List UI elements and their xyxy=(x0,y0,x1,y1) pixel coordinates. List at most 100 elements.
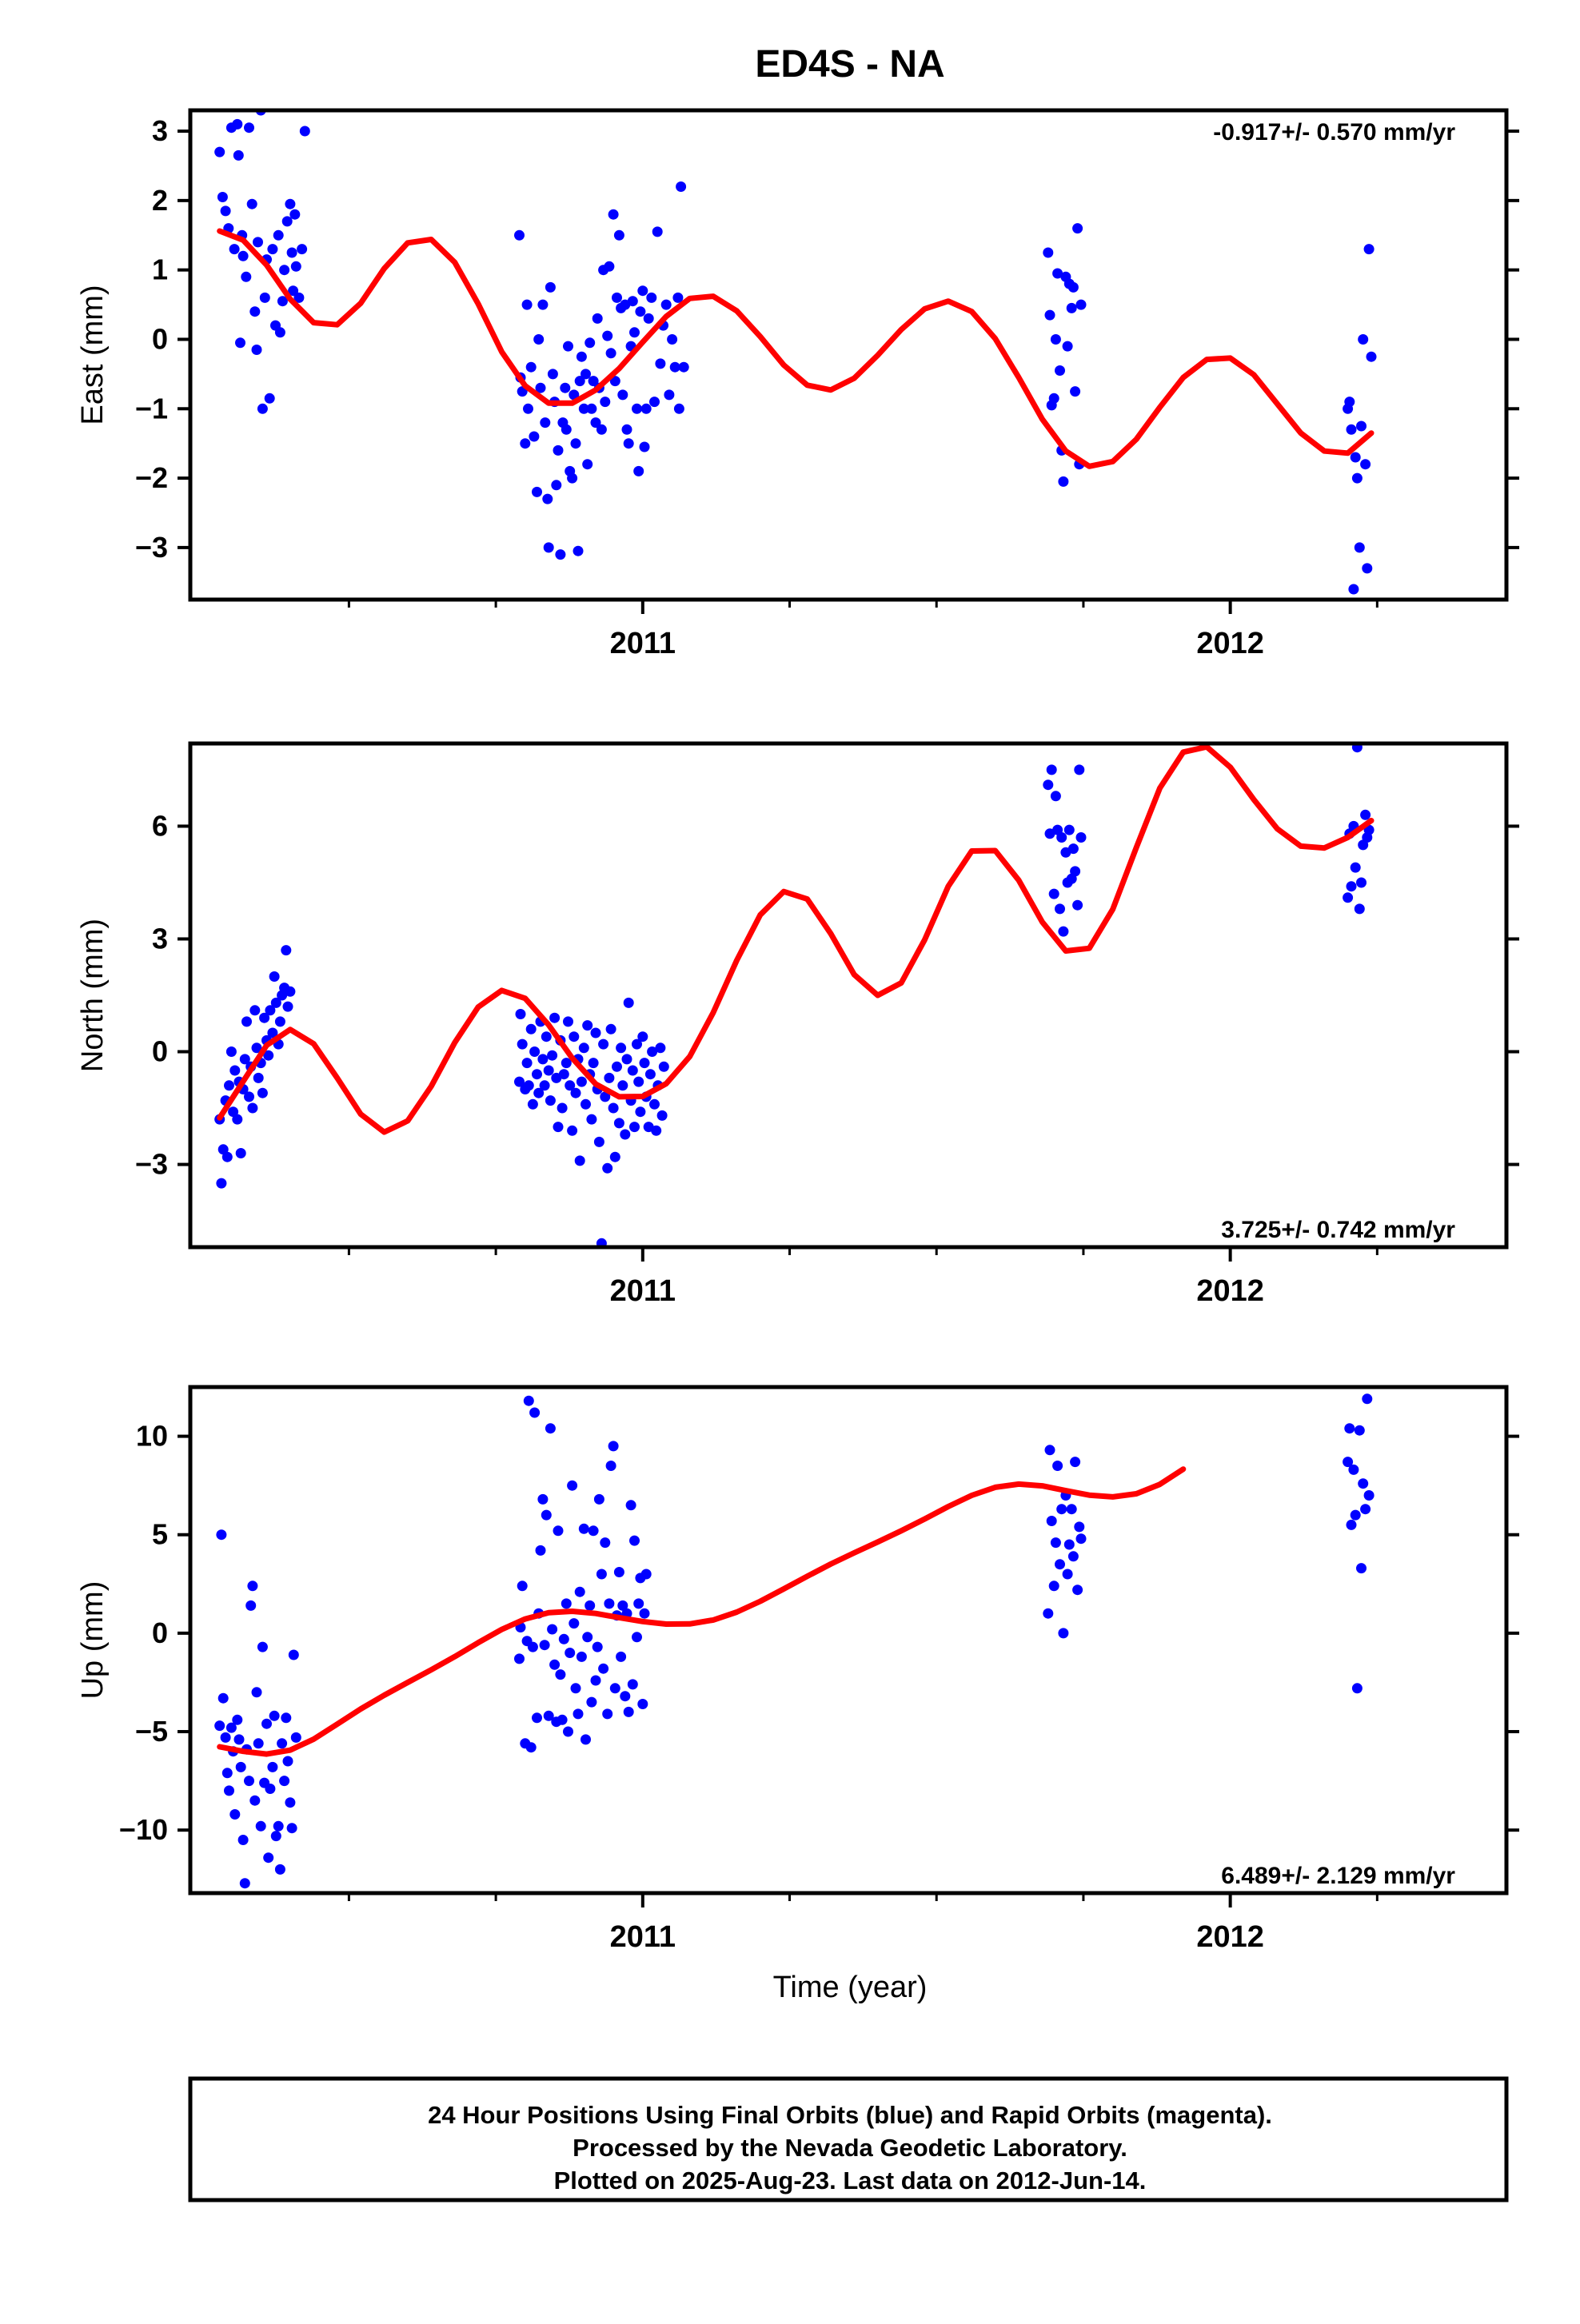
data-point xyxy=(644,1069,656,1080)
data-point xyxy=(570,1087,581,1098)
data-point xyxy=(1063,824,1075,835)
data-point xyxy=(514,229,525,241)
data-point xyxy=(1044,309,1055,321)
data-point xyxy=(1358,1478,1369,1489)
footer-line-3: Plotted on 2025-Aug-23. Last data on 201… xyxy=(554,2167,1147,2194)
data-point xyxy=(520,438,531,449)
data-point xyxy=(249,1005,261,1016)
data-point xyxy=(543,542,554,553)
data-point xyxy=(673,403,684,414)
data-point xyxy=(604,261,615,272)
data-point xyxy=(244,1776,254,1787)
y-axis-label: North (mm) xyxy=(76,919,110,1072)
data-point xyxy=(582,1020,593,1031)
data-point xyxy=(1360,1504,1371,1515)
data-point xyxy=(581,369,591,380)
data-point xyxy=(245,1600,257,1611)
data-point xyxy=(627,296,638,307)
data-point xyxy=(560,382,571,393)
data-point xyxy=(617,389,628,401)
data-point xyxy=(565,1080,576,1091)
footer-frame xyxy=(188,2076,1509,2202)
data-point xyxy=(596,1569,607,1580)
data-point xyxy=(265,1005,276,1016)
data-point xyxy=(1043,247,1054,258)
data-point xyxy=(557,1102,568,1114)
data-point xyxy=(1356,877,1367,888)
data-point xyxy=(1044,828,1055,839)
data-point xyxy=(576,351,587,362)
data-point xyxy=(1048,393,1059,404)
data-point xyxy=(1354,1425,1365,1436)
data-point xyxy=(647,1046,658,1057)
data-point xyxy=(588,1525,599,1537)
panel-1: −3 −2 −1 0 1 2 3 2011 2012 East (mm) -0.917+/- 0.5… xyxy=(76,108,1519,660)
data-point xyxy=(578,1042,589,1054)
data-point xyxy=(567,472,578,484)
data-point xyxy=(224,1080,234,1091)
data-point xyxy=(545,1423,556,1434)
data-point xyxy=(299,126,310,137)
data-point xyxy=(578,1523,589,1534)
data-point xyxy=(639,1058,650,1069)
data-point xyxy=(543,1065,554,1076)
data-point xyxy=(279,1776,290,1787)
data-point xyxy=(285,1797,296,1808)
data-point xyxy=(1363,244,1375,255)
y-tick-label: −5 xyxy=(135,1715,168,1748)
data-point xyxy=(1074,764,1085,775)
data-point xyxy=(1056,1504,1067,1515)
data-point xyxy=(637,285,648,297)
data-point xyxy=(523,403,533,414)
data-point xyxy=(264,393,275,404)
data-point xyxy=(1356,421,1367,432)
data-point xyxy=(517,1038,528,1050)
data-point xyxy=(247,1581,258,1592)
data-point xyxy=(257,1641,268,1652)
data-point xyxy=(586,1114,597,1125)
data-point xyxy=(600,1091,611,1102)
data-point xyxy=(1362,563,1373,574)
data-point xyxy=(525,1742,537,1753)
data-point xyxy=(1350,1509,1361,1521)
data-point xyxy=(517,1581,528,1592)
model-curve xyxy=(217,743,1375,1135)
data-point xyxy=(598,1038,609,1050)
data-point xyxy=(229,244,240,255)
data-point xyxy=(288,285,299,297)
data-point xyxy=(549,1012,561,1023)
data-point xyxy=(627,1679,638,1690)
data-point xyxy=(561,424,572,435)
x-tick-label: 2011 xyxy=(610,1274,676,1308)
data-point xyxy=(525,361,537,373)
data-point xyxy=(593,1136,604,1147)
data-point xyxy=(217,192,228,202)
data-point xyxy=(609,1151,620,1162)
data-point xyxy=(563,1016,573,1027)
data-point xyxy=(1346,424,1357,435)
data-point xyxy=(551,480,562,491)
data-point xyxy=(1351,743,1363,753)
y-tick-label: 6 xyxy=(152,809,168,842)
y-tick-label: 0 xyxy=(152,1616,168,1649)
data-point xyxy=(656,1110,668,1121)
velocity-label: 3.725+/- 0.742 mm/yr xyxy=(1221,1217,1455,1243)
data-point xyxy=(232,118,243,130)
data-point xyxy=(1363,1490,1375,1501)
data-point xyxy=(293,292,305,303)
data-point xyxy=(600,397,611,408)
data-point xyxy=(563,341,573,352)
data-point xyxy=(1075,299,1087,310)
data-point xyxy=(286,1823,297,1834)
data-point xyxy=(541,1509,552,1521)
data-point xyxy=(553,1122,564,1133)
y-tick-label: −10 xyxy=(119,1813,168,1846)
data-point xyxy=(563,1726,573,1737)
data-point xyxy=(259,1012,270,1023)
panel-frame xyxy=(188,108,1509,602)
y-tick-label: 3 xyxy=(152,922,168,955)
data-point xyxy=(573,1708,584,1720)
data-point xyxy=(241,1016,252,1027)
data-point xyxy=(582,1632,593,1643)
data-point xyxy=(235,1761,246,1772)
